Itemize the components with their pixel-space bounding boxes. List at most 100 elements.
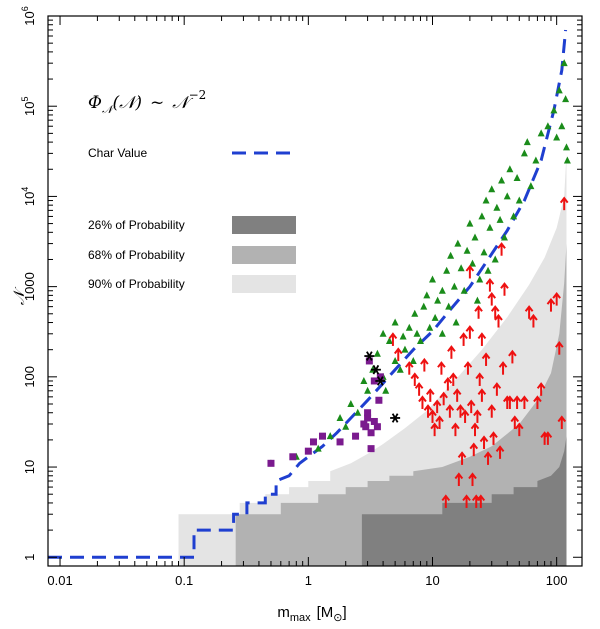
- arrow-head: [552, 291, 561, 299]
- triangle-point: [460, 286, 468, 294]
- x-axis-title-close: ]: [343, 604, 347, 621]
- arrow-head: [546, 298, 556, 305]
- arrow-head: [452, 388, 462, 395]
- arrow-head: [445, 404, 455, 411]
- triangle-point: [431, 313, 439, 321]
- arrow-point: [388, 332, 398, 346]
- triangle-point: [382, 386, 390, 394]
- arrow-point: [529, 313, 538, 328]
- triangle-point: [484, 266, 492, 274]
- triangle-point: [354, 408, 362, 416]
- arrow-point: [465, 264, 475, 279]
- triangle-point: [527, 182, 535, 190]
- star-series: [364, 351, 401, 423]
- arrow-point: [520, 395, 529, 409]
- arrow-point: [428, 409, 437, 423]
- triangle-point: [450, 282, 458, 290]
- arrow-series: [388, 196, 569, 508]
- arrow-point: [533, 395, 542, 409]
- square-point: [267, 459, 275, 467]
- legend-band-90-label: 90% of Probability: [88, 277, 185, 291]
- triangle-point: [360, 376, 368, 384]
- triangle-point: [445, 302, 453, 310]
- square-point: [309, 438, 317, 446]
- arrow-head: [465, 264, 475, 272]
- x-axis-title-m: m: [277, 604, 290, 621]
- y-tick-label: 10: [22, 460, 37, 474]
- arrow-head: [460, 409, 470, 417]
- arrow-point: [505, 395, 515, 409]
- triangle-point: [560, 59, 568, 67]
- arrow-point: [418, 395, 427, 409]
- y-tick-label: 1: [22, 554, 37, 561]
- x-tick-label: 0.01: [47, 573, 72, 588]
- triangle-point: [373, 349, 381, 357]
- arrow-point: [514, 422, 524, 437]
- arrow-point: [524, 305, 534, 319]
- legend-band-90-swatch: [232, 275, 296, 293]
- arrow-point: [447, 345, 456, 359]
- arrow-point: [497, 242, 506, 256]
- triangle-point: [409, 356, 417, 364]
- triangle-point: [506, 165, 514, 173]
- triangle-point: [537, 129, 545, 137]
- arrow-point: [477, 332, 487, 346]
- triangle-point: [466, 219, 474, 227]
- arrow-head: [388, 332, 398, 340]
- arrow-head: [459, 332, 468, 340]
- square-point: [318, 432, 326, 440]
- arrow-head: [443, 376, 453, 384]
- arrow-point: [393, 347, 403, 362]
- square-point: [364, 409, 372, 417]
- arrow-point: [510, 415, 520, 430]
- arrow-head: [439, 391, 448, 399]
- arrow-point: [459, 332, 468, 346]
- legend-band-68-swatch: [232, 246, 296, 264]
- square-point: [367, 429, 375, 437]
- arrow-point: [454, 472, 464, 487]
- arrow-head: [474, 305, 483, 312]
- square-point: [376, 373, 384, 381]
- x-axis-title-unit: [M: [317, 604, 334, 621]
- arrow-head: [492, 382, 502, 389]
- arrow-point: [475, 372, 484, 386]
- triangle-point: [563, 156, 571, 164]
- square-point: [370, 417, 378, 425]
- arrow-head: [420, 357, 429, 365]
- triangle-point: [488, 185, 496, 193]
- star-stroke: [366, 351, 373, 361]
- arrow-head: [470, 422, 480, 430]
- arrow-point: [487, 404, 497, 418]
- triangle-point: [443, 266, 451, 274]
- triangle-point: [469, 259, 477, 267]
- x-tick-label: 10: [425, 573, 439, 588]
- arrow-point: [423, 404, 433, 418]
- arrow-head: [451, 422, 460, 430]
- arrow-point: [465, 325, 475, 339]
- triangle-point: [342, 422, 350, 430]
- arrow-point: [473, 409, 482, 423]
- arrow-head: [432, 399, 442, 407]
- triangle-point: [480, 248, 488, 256]
- triangle-point: [520, 149, 528, 157]
- arrow-head: [508, 349, 517, 357]
- arrow-head: [473, 409, 482, 417]
- tick-labels: 0.01 0.1 1 10 100 1 10 100 1000 104 105 106: [20, 6, 568, 588]
- triangle-point: [558, 122, 566, 130]
- arrow-head: [510, 415, 520, 423]
- arrow-point: [495, 445, 505, 459]
- triangle-point: [496, 215, 504, 223]
- arrow-head: [430, 422, 439, 430]
- arrow-head: [557, 415, 567, 423]
- triangle-point: [500, 233, 508, 241]
- triangle-point: [498, 176, 506, 184]
- arrow-point: [498, 361, 508, 375]
- legend-band-68-label: 68% of Probability: [88, 248, 185, 262]
- triangle-point: [553, 133, 561, 141]
- triangle-point: [326, 432, 334, 440]
- formula-sub: 𝒩: [102, 103, 116, 116]
- arrow-head: [476, 494, 486, 502]
- arrow-point: [445, 404, 455, 418]
- y-axis-title: 𝒩: [11, 286, 28, 305]
- arrow-point: [414, 382, 424, 396]
